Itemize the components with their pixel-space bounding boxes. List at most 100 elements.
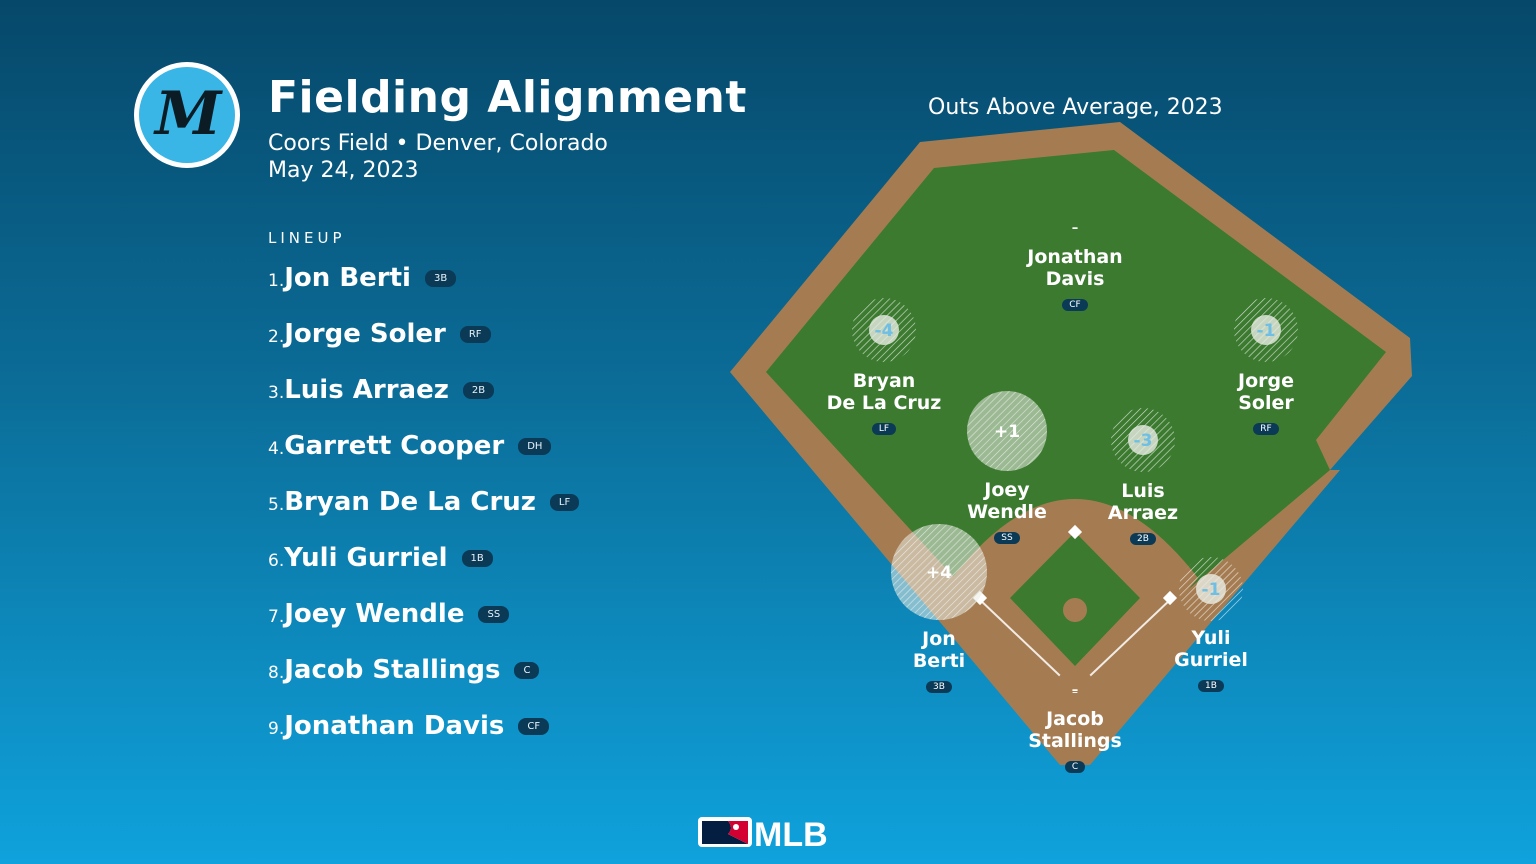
fielder-position-badge: 2B [1130,533,1156,545]
oaa-value: -1 [1257,321,1276,341]
oaa-value: -3 [1134,431,1153,451]
fielder-label: Luis Arraez 2B [1053,480,1233,546]
fielder-name-line1: Jorge [1238,370,1294,392]
oaa-marker [1234,298,1298,362]
lineup-player-name: Joey Wendle [284,599,465,629]
second-base [1067,524,1083,540]
oaa-value: -4 [875,321,894,341]
fielder-position-badge: C [1064,761,1086,773]
oaa-marker [967,391,1047,471]
fielder-position-badge: RF [1253,423,1279,435]
lineup-number: 9. [268,719,285,739]
lineup-item: 8.Jacob Stallings C [268,655,540,691]
mlb-wordmark: MLB [754,816,828,850]
position-badge: DH [518,438,552,455]
foul-line-right [1074,597,1173,691]
fielder-name-line2: Stallings [1028,730,1122,752]
fielder-label: Jonathan Davis CF [985,246,1165,312]
fielder-position-badge: SS [994,532,1020,544]
lineup-number: 2. [268,327,285,347]
lineup-number: 1. [268,271,285,291]
fielder-position-badge: LF [871,423,897,435]
position-badge: SS [478,606,510,623]
position-badge: C [514,662,540,679]
oaa-fill-circle [967,391,1047,471]
page-subtitle: Coors Field • Denver, Colorado May 24, 2… [268,130,608,184]
fielder-position-badge: 1B [1198,680,1224,692]
foul-line-left [977,597,1076,691]
oaa-fill-circle [869,315,899,345]
fielder-name-line1: Joey [984,479,1030,501]
fielder-name-line1: Luis [1121,480,1165,502]
home-dirt [972,596,1178,770]
lineup-item: 1.Jon Berti 3B [268,263,457,299]
position-badge: CF [518,718,550,735]
lineup-player-name: Garrett Cooper [284,431,505,461]
fielder-name-line2: Soler [1238,392,1294,414]
fielder-name-line1: Jon [922,628,956,650]
fielder-position-badge: 3B [926,681,952,693]
home-plate-dash: – [1072,685,1078,699]
oaa-value: – [1072,221,1079,236]
lineup-item: 9.Jonathan Davis CF [268,711,550,747]
lineup-number: 8. [268,663,285,683]
lineup-item: 4.Garrett Cooper DH [268,431,552,467]
lineup-item: 3.Luis Arraez 2B [268,375,495,411]
pitchers-mound [1063,598,1087,622]
fielder-name-line2: Wendle [967,501,1047,523]
oaa-fill-circle [1128,425,1158,455]
field-title: Outs Above Average, 2023 [928,95,1223,120]
oaa-marker [1111,408,1175,472]
oaa-fill-circle [891,524,987,620]
fielder-name-line2: Arraez [1107,502,1179,524]
lineup-player-name: Bryan De La Cruz [284,487,536,517]
position-badge: 1B [461,550,493,567]
fielder-name-line1: Jonathan [1027,246,1123,268]
oaa-marker [1179,557,1243,621]
oaa-value: +1 [994,422,1020,442]
fielder-name-line2: De La Cruz [826,392,942,414]
lineup-item: 5.Bryan De La Cruz LF [268,487,580,523]
lineup-player-name: Jorge Soler [284,319,446,349]
page-title: Fielding Alignment [268,72,747,123]
oaa-fill-circle [1251,315,1281,345]
fielder-label: Jon Berti 3B [849,628,1029,694]
team-logo: M [134,62,240,168]
outfield-grass [766,150,1386,708]
lineup-number: 5. [268,495,285,515]
lineup-player-name: Luis Arraez [284,375,449,405]
team-logo-letter: M [155,79,222,149]
lineup-number: 6. [268,551,285,571]
fielder-name-line2: Berti [912,650,966,672]
lineup-player-name: Jacob Stallings [284,655,501,685]
fielder-label: Yuli Gurriel 1B [1121,627,1301,693]
fielder-name-line2: Gurriel [1174,649,1248,671]
fielder-name-line2: Davis [1045,268,1105,290]
lineup-item: 2.Jorge Soler RF [268,319,491,355]
lineup-heading: LINEUP [268,229,346,247]
lineup-player-name: Yuli Gurriel [284,543,448,573]
fielder-label: Joey Wendle SS [917,479,1097,545]
oaa-marker [852,298,916,362]
oaa-value: – [1072,683,1079,698]
fielder-name-line1: Jacob [1046,708,1104,730]
lineup-number: 4. [268,439,285,459]
position-badge: RF [459,326,491,343]
fielder-label: Jacob Stallings C [985,708,1165,774]
position-badge: LF [549,494,580,511]
position-badge: 2B [462,382,495,399]
lineup-item: 6.Yuli Gurriel 1B [268,543,493,579]
first-base [1162,590,1178,606]
lineup-number: 3. [268,383,285,403]
mlb-batter-icon: MLB [698,816,828,854]
fielder-position-badge: CF [1062,299,1088,311]
lineup-item: 7.Joey Wendle SS [268,599,510,635]
fielder-name-line1: Bryan [852,370,916,392]
date-text: May 24, 2023 [268,158,419,183]
oaa-value: +4 [926,563,952,583]
venue-text: Coors Field • Denver, Colorado [268,131,608,156]
lineup-player-name: Jon Berti [284,263,411,293]
oaa-value: -1 [1202,580,1221,600]
home-plate-area [1054,669,1096,711]
